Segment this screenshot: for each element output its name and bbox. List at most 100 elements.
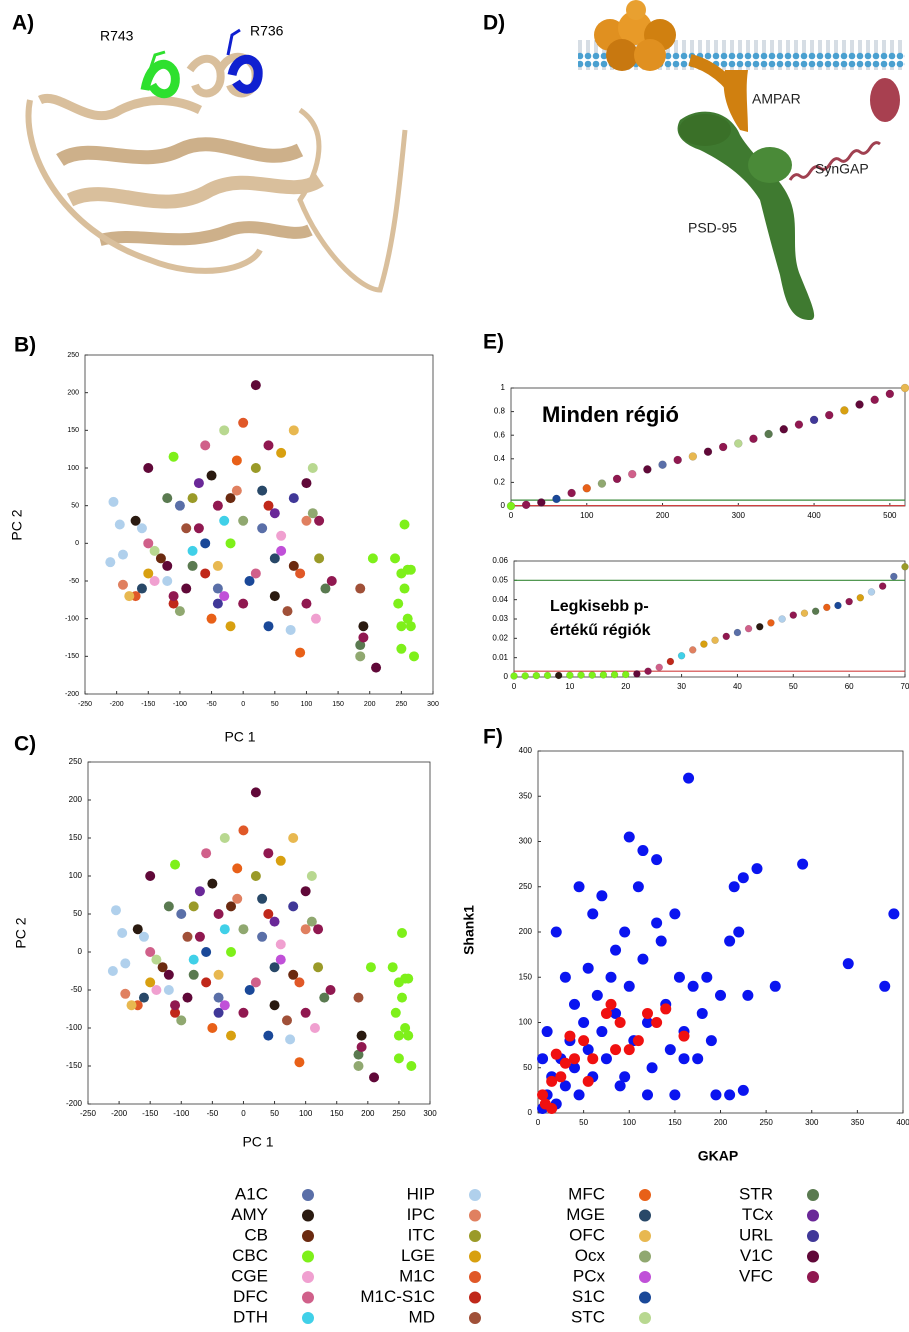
point bbox=[367, 553, 378, 564]
point bbox=[705, 1035, 717, 1047]
point bbox=[550, 926, 562, 938]
y-tick-label: -50 bbox=[69, 578, 79, 585]
point bbox=[168, 598, 179, 609]
point bbox=[206, 613, 217, 624]
y-tick-label: 350 bbox=[519, 791, 533, 800]
point bbox=[201, 848, 212, 859]
point bbox=[878, 582, 887, 590]
legend-label: VFC bbox=[739, 1266, 773, 1285]
point bbox=[673, 971, 685, 983]
point bbox=[138, 931, 149, 942]
point bbox=[597, 479, 607, 488]
point bbox=[269, 591, 280, 602]
point bbox=[355, 640, 366, 651]
y-tick-label: 1 bbox=[501, 383, 506, 392]
point bbox=[314, 515, 325, 526]
point bbox=[396, 621, 407, 632]
y-axis-label: PC 2 bbox=[9, 509, 25, 540]
y-tick-label: 200 bbox=[69, 795, 83, 804]
point bbox=[176, 909, 187, 919]
point bbox=[811, 607, 820, 616]
point bbox=[718, 442, 728, 452]
legend-label: PCx bbox=[573, 1266, 606, 1285]
x-tick-label: -250 bbox=[80, 1109, 97, 1118]
point bbox=[170, 1007, 181, 1018]
point bbox=[306, 916, 317, 927]
point bbox=[250, 463, 261, 473]
x-tick-label: 50 bbox=[789, 682, 798, 691]
point bbox=[353, 1049, 364, 1060]
y-tick-label: 0 bbox=[528, 1108, 533, 1117]
point bbox=[537, 1053, 549, 1065]
point bbox=[610, 1007, 622, 1019]
point bbox=[309, 1023, 320, 1033]
y-tick-label: 100 bbox=[69, 871, 83, 880]
panel-label: D) bbox=[483, 12, 505, 35]
point bbox=[596, 1026, 608, 1038]
psd95-label: PSD-95 bbox=[688, 220, 737, 236]
point bbox=[779, 425, 789, 434]
point bbox=[301, 478, 312, 489]
point bbox=[219, 924, 230, 935]
point bbox=[800, 609, 809, 617]
legend-label: LGE bbox=[401, 1246, 435, 1265]
point bbox=[226, 901, 237, 912]
point bbox=[840, 406, 849, 415]
point bbox=[728, 881, 740, 893]
x-tick-label: -150 bbox=[142, 1109, 159, 1118]
point bbox=[400, 1023, 411, 1033]
point bbox=[213, 1007, 224, 1018]
point bbox=[257, 485, 268, 496]
x-tick-label: -200 bbox=[111, 1109, 128, 1118]
point bbox=[225, 621, 236, 632]
y-axis-label: Shank1 bbox=[461, 905, 477, 955]
point bbox=[219, 425, 230, 436]
point bbox=[257, 931, 268, 942]
point bbox=[313, 962, 324, 973]
point bbox=[250, 787, 261, 798]
point bbox=[610, 944, 622, 956]
point bbox=[643, 465, 652, 474]
point bbox=[834, 601, 842, 610]
point bbox=[136, 583, 147, 594]
point bbox=[737, 872, 749, 884]
point bbox=[734, 439, 743, 448]
point bbox=[749, 434, 758, 443]
point bbox=[269, 553, 280, 564]
y-tick-label: 0.02 bbox=[492, 633, 508, 642]
point bbox=[521, 500, 531, 510]
legend-marker bbox=[639, 1250, 651, 1263]
point bbox=[623, 831, 635, 843]
point bbox=[325, 985, 336, 995]
point bbox=[194, 931, 205, 942]
point bbox=[356, 1042, 367, 1052]
legend-marker bbox=[302, 1209, 314, 1222]
point bbox=[632, 1035, 644, 1047]
point bbox=[212, 500, 223, 511]
y-tick-label: -100 bbox=[66, 1023, 83, 1032]
legend-label: CB bbox=[244, 1225, 268, 1244]
point bbox=[623, 980, 635, 992]
point bbox=[120, 958, 131, 969]
point bbox=[212, 598, 223, 609]
point bbox=[288, 560, 299, 571]
legend-label: Ocx bbox=[575, 1246, 606, 1265]
point bbox=[301, 598, 312, 609]
y-tick-label: 150 bbox=[519, 972, 533, 981]
y-tick-label: 100 bbox=[519, 1018, 533, 1027]
y-tick-label: 150 bbox=[69, 833, 83, 842]
y-tick-label: 250 bbox=[67, 352, 79, 359]
legend-marker bbox=[469, 1209, 481, 1222]
point bbox=[610, 1044, 622, 1056]
point bbox=[710, 1089, 722, 1101]
point bbox=[778, 615, 786, 623]
x-tick-label: 300 bbox=[805, 1118, 819, 1127]
point bbox=[393, 977, 404, 988]
legend-marker bbox=[807, 1189, 819, 1201]
x-tick-label: 250 bbox=[759, 1118, 773, 1127]
point bbox=[703, 447, 713, 456]
point bbox=[355, 651, 366, 662]
point bbox=[701, 971, 713, 983]
point bbox=[117, 928, 128, 938]
x-tick-label: -250 bbox=[78, 701, 92, 708]
